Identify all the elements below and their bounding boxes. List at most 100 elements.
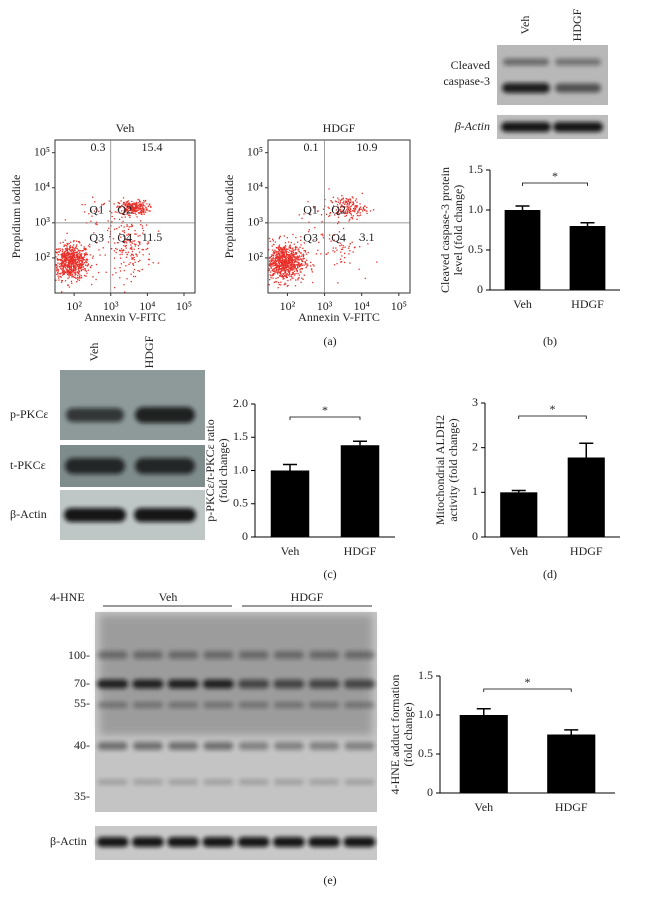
event-dot <box>111 212 113 214</box>
event-dot <box>92 276 94 278</box>
event-dot <box>278 246 281 248</box>
event-dot <box>302 260 304 263</box>
event-dot <box>269 265 271 267</box>
event-dot <box>351 216 353 219</box>
event-dot <box>278 245 280 247</box>
event-dot <box>344 202 347 204</box>
event-dot <box>325 253 327 255</box>
event-dot <box>284 257 286 259</box>
event-dot <box>327 206 329 208</box>
event-dot <box>279 248 281 250</box>
event-dot <box>275 253 278 255</box>
event-dot <box>346 207 348 209</box>
event-dot <box>77 261 79 263</box>
event-dot <box>284 275 287 277</box>
event-dot <box>75 254 78 257</box>
event-dot <box>269 263 271 265</box>
event-dot <box>354 200 357 202</box>
event-dot <box>63 261 65 264</box>
event-dot <box>274 266 276 269</box>
event-dot <box>121 210 123 212</box>
event-dot <box>296 255 299 257</box>
blot-band <box>132 651 163 659</box>
event-dot <box>291 264 294 266</box>
error-bar <box>476 708 491 715</box>
event-dot <box>292 266 294 268</box>
blot-band <box>135 458 195 474</box>
event-dot <box>60 262 62 265</box>
event-dot <box>349 208 352 211</box>
event-dot <box>314 227 316 229</box>
event-dot <box>76 254 79 257</box>
y-axis-label: 4-HNE adduct formation <box>388 675 402 795</box>
event-dot <box>289 255 291 257</box>
event-dot <box>290 258 292 261</box>
row-label: t-PKCε <box>10 458 46 472</box>
event-dot <box>363 208 365 211</box>
event-dot <box>92 196 94 198</box>
event-dot <box>143 199 145 202</box>
event-dot <box>303 254 305 257</box>
event-dot <box>66 246 68 248</box>
event-dot <box>73 265 75 267</box>
event-dot <box>355 198 357 200</box>
event-dot <box>279 272 282 274</box>
event-dot <box>81 250 83 252</box>
event-dot <box>287 258 290 260</box>
event-dot <box>277 257 279 259</box>
event-dot <box>75 263 77 266</box>
event-dot <box>118 218 121 221</box>
event-dot <box>291 262 293 264</box>
event-dot <box>84 274 86 277</box>
event-dot <box>119 232 121 235</box>
event-dot <box>84 203 86 206</box>
event-dot <box>280 247 282 249</box>
event-dot <box>347 199 349 202</box>
event-dot <box>107 241 110 243</box>
event-dot <box>356 214 359 217</box>
event-dot <box>86 261 88 263</box>
event-dot <box>280 275 282 277</box>
event-dot <box>117 201 119 204</box>
event-dot <box>113 257 116 259</box>
event-dot <box>69 254 71 256</box>
event-dot <box>280 268 282 271</box>
event-dot <box>283 264 285 266</box>
event-dot <box>60 259 62 262</box>
event-dot <box>136 216 138 218</box>
quadrant-percent: 0.1 <box>304 140 319 154</box>
lane-label: Veh <box>87 343 101 362</box>
event-dot <box>130 207 133 210</box>
event-dot <box>74 261 77 263</box>
event-dot <box>70 249 72 251</box>
event-dot <box>357 211 359 214</box>
event-dot <box>126 208 128 210</box>
event-dot <box>57 262 59 264</box>
event-dot <box>59 275 61 278</box>
event-dot <box>272 268 274 270</box>
event-dot <box>123 245 125 247</box>
event-dot <box>84 211 86 213</box>
lane-label: HDGF <box>142 335 156 368</box>
event-dot <box>287 253 289 256</box>
event-dot <box>273 258 275 260</box>
event-dot <box>311 269 313 271</box>
event-dot <box>78 279 81 281</box>
event-dot <box>299 269 301 271</box>
event-dot <box>295 245 297 248</box>
event-dot <box>276 263 278 265</box>
event-dot <box>60 262 63 264</box>
event-dot <box>132 263 134 265</box>
event-dot <box>138 207 140 209</box>
event-dot <box>290 250 292 253</box>
y-tick-label: 10⁵ <box>34 144 50 158</box>
event-dot <box>70 252 73 254</box>
event-dot <box>135 202 137 204</box>
event-dot <box>275 269 277 272</box>
event-dot <box>119 205 121 208</box>
event-dot <box>122 205 124 207</box>
event-dot <box>290 252 293 254</box>
event-dot <box>275 271 278 273</box>
event-dot <box>348 209 350 211</box>
